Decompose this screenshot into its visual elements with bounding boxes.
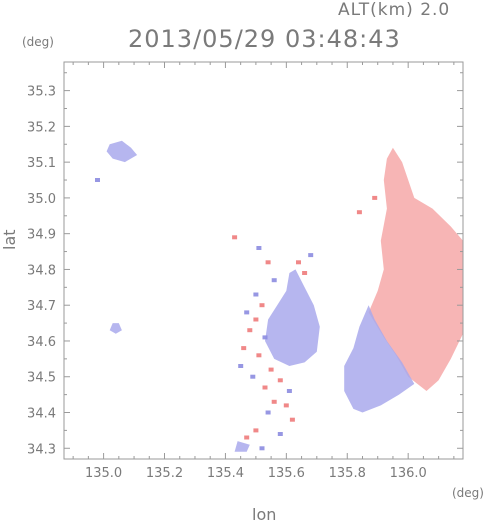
altitude-label: ALT(km) 2.0 bbox=[338, 0, 451, 20]
x-tick-labels: 135.0 135.2 135.4 135.6 135.8 136.0 bbox=[85, 466, 427, 481]
velocity-speckle bbox=[356, 210, 362, 215]
y-tick-label: 34.9 bbox=[27, 228, 56, 243]
x-axis-title: lon bbox=[252, 505, 277, 524]
y-tick-label: 34.8 bbox=[27, 263, 56, 278]
velocity-region-center-approaching bbox=[265, 269, 320, 366]
x-tick-label: 135.0 bbox=[85, 466, 122, 481]
velocity-speckle bbox=[256, 246, 262, 250]
velocity-speckle bbox=[253, 428, 259, 433]
velocity-region-north-approaching bbox=[106, 140, 138, 163]
velocity-regions bbox=[106, 140, 463, 452]
velocity-speckle bbox=[265, 410, 271, 415]
x-axis-unit: (deg) bbox=[452, 486, 484, 500]
y-tick-label: 34.3 bbox=[27, 442, 56, 457]
y-tick-label: 34.6 bbox=[27, 335, 56, 350]
velocity-speckle bbox=[265, 260, 271, 265]
velocity-speckle bbox=[277, 378, 283, 383]
y-tick-label: 35.3 bbox=[27, 85, 56, 100]
velocity-speckle bbox=[271, 278, 277, 283]
y-tick-label: 35.0 bbox=[27, 192, 56, 207]
x-tick-label: 135.6 bbox=[268, 466, 305, 481]
axis-ticks bbox=[64, 62, 463, 459]
velocity-speckle bbox=[271, 399, 277, 404]
velocity-speckles bbox=[95, 178, 378, 451]
velocity-speckle bbox=[253, 317, 259, 322]
velocity-region-west-approaching bbox=[109, 323, 122, 334]
velocity-speckle bbox=[289, 417, 295, 422]
velocity-speckle bbox=[262, 335, 268, 340]
velocity-region-south-approaching bbox=[234, 441, 250, 452]
velocity-speckle bbox=[238, 364, 244, 368]
y-tick-labels: 34.3 34.4 34.5 34.6 34.7 34.8 34.9 35.0 35.1 35.2… bbox=[27, 85, 56, 458]
velocity-speckle bbox=[283, 403, 289, 408]
y-tick-label: 34.5 bbox=[27, 371, 56, 386]
velocity-speckle bbox=[256, 353, 262, 358]
velocity-speckle bbox=[268, 367, 274, 372]
velocity-speckle bbox=[286, 389, 292, 393]
velocity-speckle bbox=[253, 292, 259, 297]
velocity-speckle bbox=[259, 303, 265, 308]
x-tick-label: 135.8 bbox=[329, 466, 366, 481]
y-tick-label: 35.2 bbox=[27, 120, 56, 135]
velocity-speckle bbox=[259, 446, 265, 451]
plot-frame bbox=[63, 61, 464, 460]
velocity-speckle bbox=[244, 435, 250, 440]
velocity-speckle bbox=[262, 385, 268, 390]
velocity-speckle bbox=[247, 328, 253, 333]
y-tick-label: 34.4 bbox=[27, 407, 56, 422]
y-tick-label: 34.7 bbox=[27, 299, 56, 314]
velocity-speckle bbox=[296, 260, 301, 265]
velocity-speckle bbox=[244, 310, 250, 315]
x-tick-label: 135.4 bbox=[207, 466, 244, 481]
y-axis-unit: (deg) bbox=[22, 35, 54, 49]
velocity-speckle bbox=[95, 178, 100, 182]
velocity-region-east-receding bbox=[368, 147, 463, 391]
velocity-speckle bbox=[372, 195, 378, 200]
y-tick-label: 35.1 bbox=[27, 156, 56, 171]
chart-timestamp: 2013/05/29 03:48:43 bbox=[128, 25, 401, 53]
velocity-speckle bbox=[302, 271, 308, 275]
velocity-speckle bbox=[232, 235, 238, 240]
velocity-speckle bbox=[250, 374, 256, 379]
velocity-speckle bbox=[241, 346, 247, 351]
x-tick-label: 136.0 bbox=[390, 466, 427, 481]
velocity-region-east-approaching bbox=[344, 305, 415, 413]
x-tick-label: 135.2 bbox=[146, 466, 183, 481]
velocity-speckle bbox=[277, 432, 283, 436]
velocity-speckle bbox=[308, 253, 314, 258]
